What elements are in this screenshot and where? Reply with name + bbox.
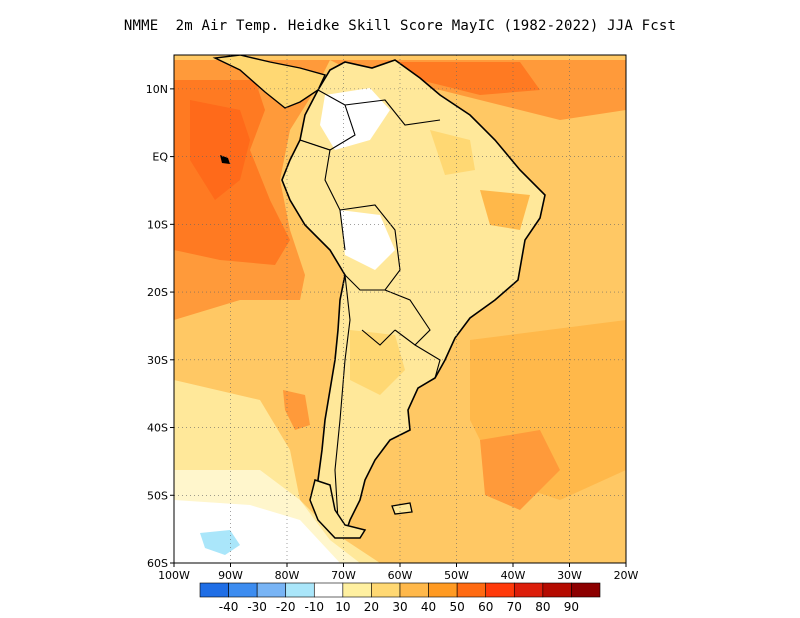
colorbar-swatch	[399, 582, 429, 598]
lat-label: 10N	[146, 83, 168, 96]
map-plot-area	[174, 55, 626, 563]
lat-label: EQ	[152, 151, 168, 164]
colorbar-label: 50	[450, 600, 465, 614]
chile-argentina-border	[334, 274, 351, 521]
amazon-skill-patch	[430, 130, 475, 175]
colombia-low-skill-patch	[320, 88, 390, 150]
peru-border	[299, 139, 346, 251]
argentina-skill-patch	[350, 330, 405, 395]
lat-label: 50S	[147, 489, 168, 502]
colorbar-label: -10	[304, 600, 324, 614]
latitude-labels: 10N EQ 10S 20S 30S 40S 50S 60S	[146, 83, 169, 570]
south-america-landmass	[281, 59, 546, 537]
colorbar-swatch	[371, 582, 401, 598]
colorbar-swatch	[256, 582, 287, 598]
pacific-peak-skill-region	[190, 100, 250, 200]
bolivia-border	[339, 204, 401, 291]
lon-label: 80W	[275, 569, 300, 582]
bolivia-low-skill-patch	[340, 210, 395, 270]
south-atlantic-high-skill-region	[480, 430, 560, 510]
falkland-islands	[391, 502, 413, 515]
venezuela-border	[344, 99, 441, 126]
lon-label: 40W	[501, 569, 526, 582]
lon-label: 30W	[557, 569, 582, 582]
argentina-north-border	[361, 329, 396, 346]
colorbar-label: -40	[219, 600, 239, 614]
negative-skill-patch	[200, 530, 240, 555]
colorbar-label: -20	[276, 600, 296, 614]
northeast-brazil-skill-patch	[480, 190, 530, 230]
lon-label: 50W	[444, 569, 469, 582]
colorbar-swatch	[313, 582, 344, 598]
colorbar-swatch	[542, 582, 572, 598]
chile-offshore-high-skill-patch	[283, 390, 310, 430]
lon-label: 90W	[218, 569, 243, 582]
paraguay-border	[384, 289, 431, 346]
lat-label: 60S	[147, 557, 168, 570]
colorbar-label: 70	[507, 600, 522, 614]
colorbar-label: 40	[421, 600, 436, 614]
lon-label: 20W	[614, 569, 639, 582]
colorbar-swatch	[342, 582, 372, 598]
colorbar-label: 90	[564, 600, 579, 614]
colorbar-label: 10	[335, 600, 350, 614]
colorbar-swatch	[456, 582, 487, 598]
colorbar: -40 -30 -20 -10 10 20 30 40 50 60 70 80 90	[199, 582, 601, 614]
colorbar-swatch	[285, 582, 315, 598]
patagonia-coast	[309, 479, 367, 539]
lat-lon-grid	[174, 55, 626, 563]
lon-label: 70W	[331, 569, 356, 582]
lon-label: 60W	[388, 569, 413, 582]
colorbar-label: 60	[478, 600, 493, 614]
map-title: NMME 2m Air Temp. Heidke Skill Score May…	[123, 18, 677, 34]
caribbean-very-high-skill-region	[390, 62, 540, 95]
colorbar-swatch	[228, 582, 258, 598]
lat-label: 40S	[147, 422, 168, 435]
colorbar-swatch	[199, 582, 229, 598]
colorbar-swatch	[485, 582, 515, 598]
colorbar-label: 30	[392, 600, 407, 614]
galapagos-islands	[220, 155, 230, 164]
colorbar-label: 20	[364, 600, 379, 614]
uruguay-border	[414, 344, 441, 379]
colorbar-swatch	[571, 582, 601, 598]
colorbar-swatch	[513, 582, 544, 598]
longitude-labels: 100W 90W 80W 70W 60W 50W 40W 30W 20W	[158, 569, 638, 582]
axis-ticks	[170, 88, 627, 567]
lat-label: 10S	[147, 218, 168, 231]
lat-label: 30S	[147, 354, 168, 367]
lat-label: 20S	[147, 286, 168, 299]
country-borders	[299, 89, 441, 521]
colorbar-label: -30	[247, 600, 267, 614]
colorbar-swatch	[428, 582, 458, 598]
colorbar-label: 80	[535, 600, 550, 614]
lon-label: 100W	[158, 569, 190, 582]
